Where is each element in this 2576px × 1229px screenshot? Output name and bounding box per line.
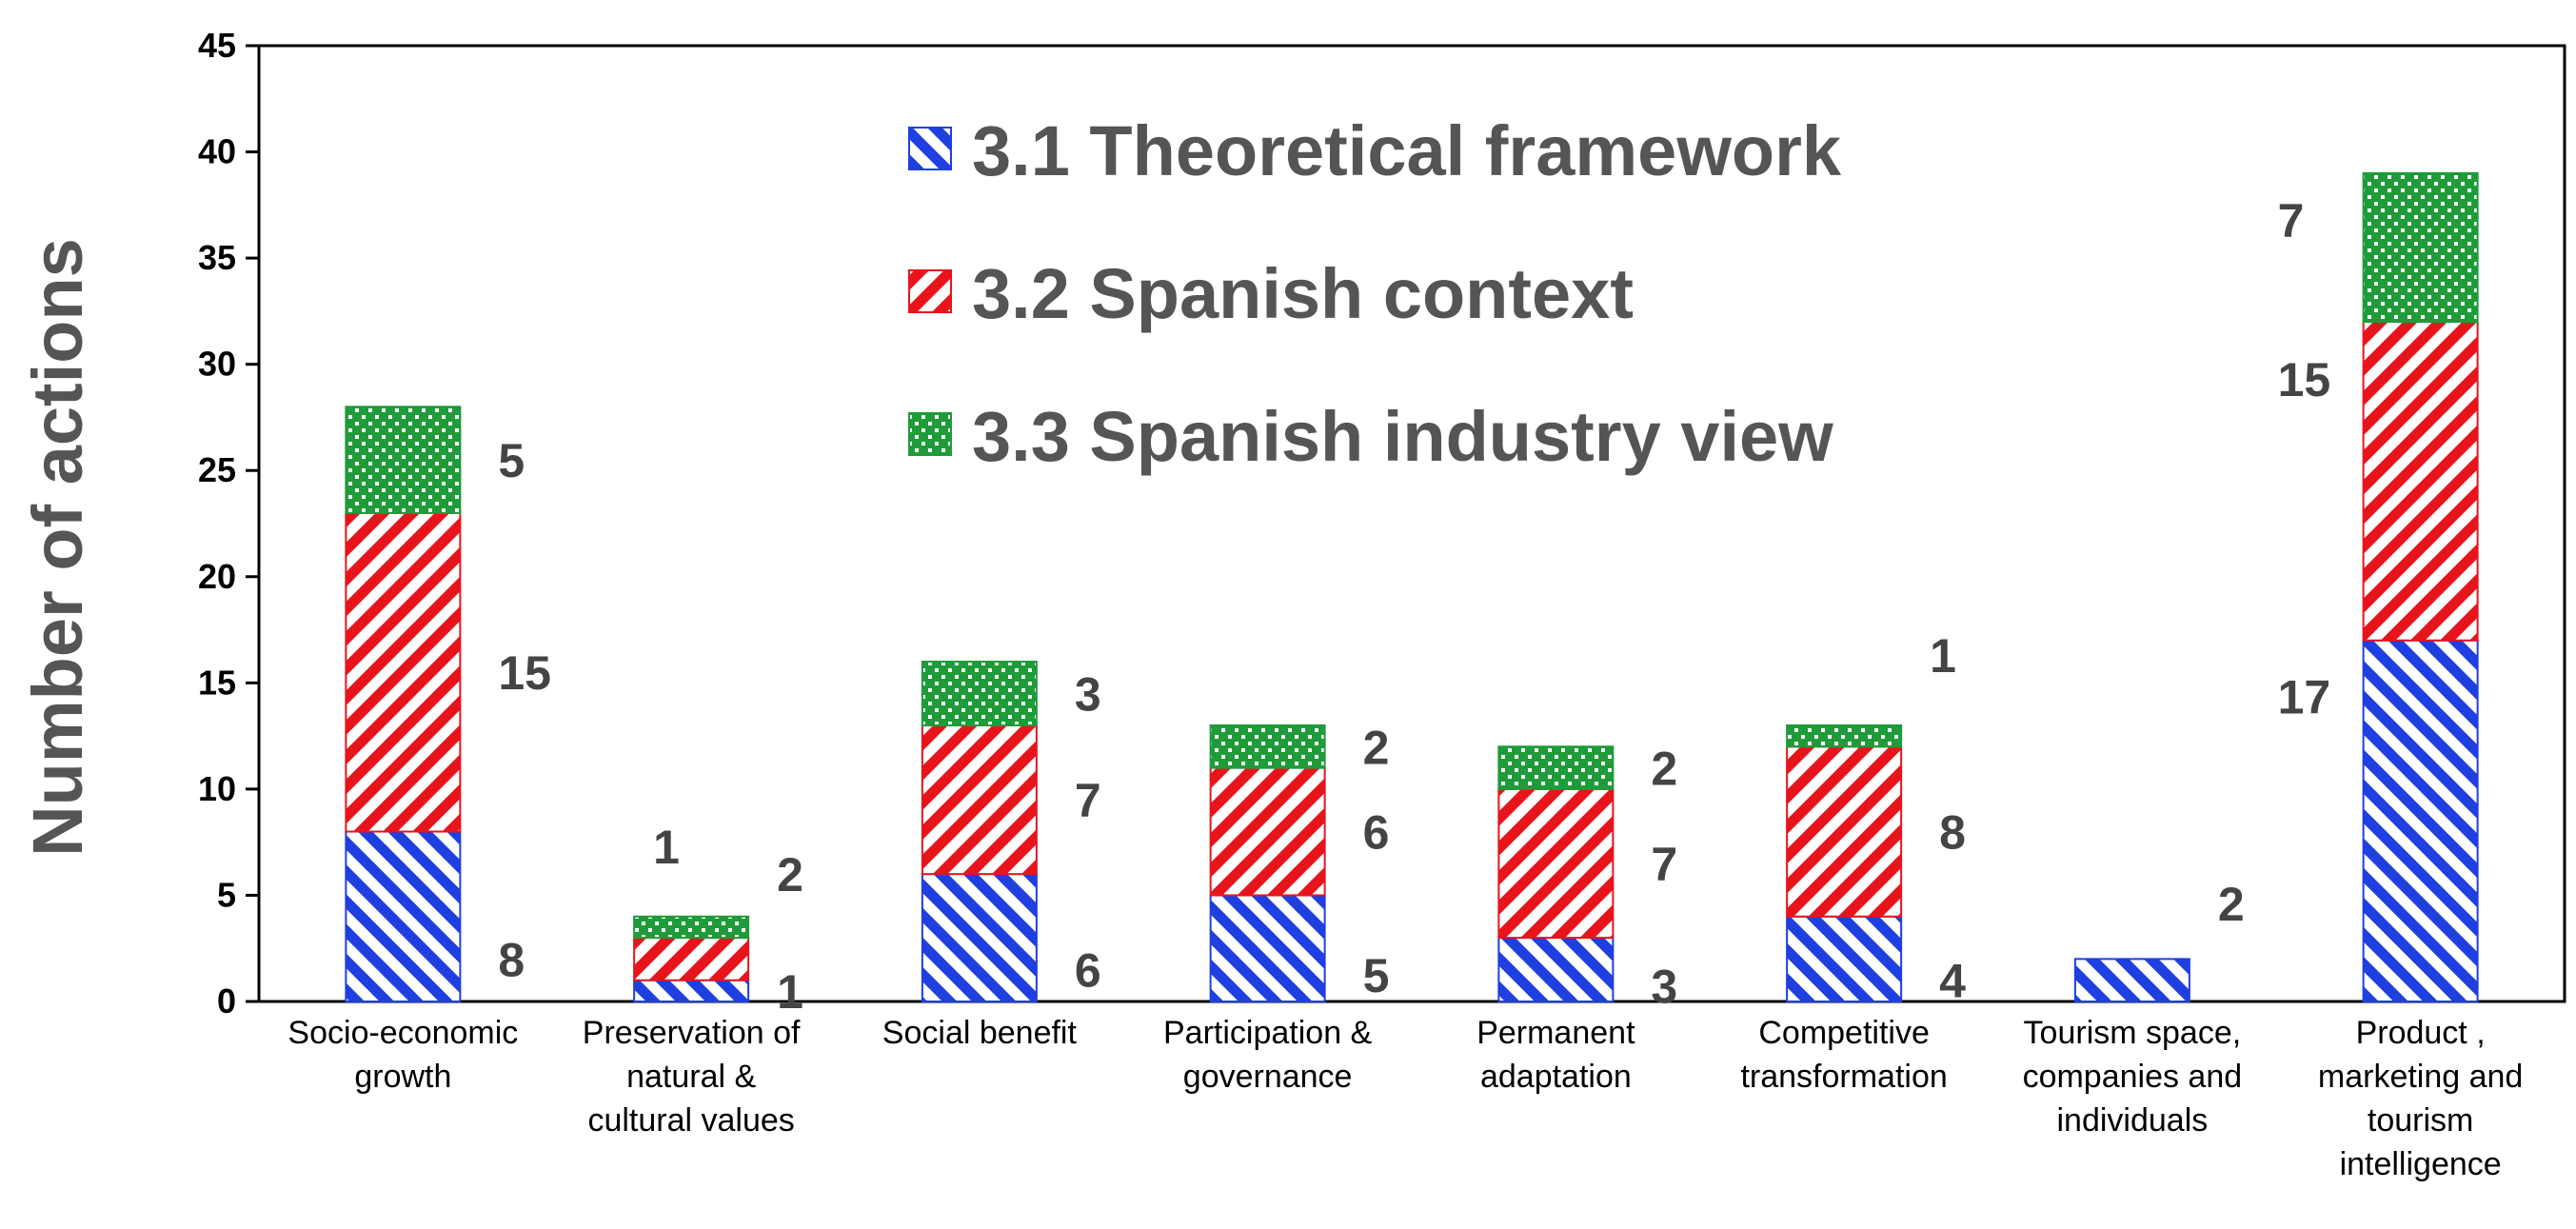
y-tick-label: 30 <box>198 345 236 384</box>
y-tick-label: 25 <box>198 450 236 489</box>
bar-segment-1-3 <box>921 873 1038 1003</box>
legend: 3.1 Theoretical framework 3.2 Spanish con… <box>908 111 1842 476</box>
data-label-2-5: 7 <box>1651 838 1677 891</box>
data-label-3-2: 1 <box>653 821 680 874</box>
bars <box>345 171 2479 1003</box>
bar-segment-2-1 <box>345 511 462 833</box>
y-tick-label: 40 <box>198 132 236 171</box>
bar-segment-3-6 <box>1786 724 1903 748</box>
bar-segment-2-2 <box>633 937 750 981</box>
data-label-1-2: 1 <box>777 965 803 1019</box>
category-label-1: Socio-economic growth <box>287 1015 518 1095</box>
bar-segment-1-8 <box>2362 639 2479 1002</box>
data-label-3-5: 2 <box>1651 743 1677 796</box>
category-label-3: Social benefit <box>882 1015 1078 1051</box>
data-label-2-4: 6 <box>1363 806 1390 860</box>
legend-swatch-1 <box>908 127 952 170</box>
bar-segment-2-6 <box>1786 745 1903 918</box>
data-label-2-1: 15 <box>498 646 551 700</box>
bar-segment-1-1 <box>345 830 462 1002</box>
category-label-7: Tourism space, companies and individuals <box>2023 1015 2243 1139</box>
category-label-2: Preservation of natural & cultural values <box>583 1015 801 1139</box>
bar-segment-1-5 <box>1497 937 1615 1002</box>
bar-segment-2-4 <box>1209 766 1326 897</box>
bar-segment-3-2 <box>633 915 750 940</box>
bar-segment-1-7 <box>2073 958 2190 1003</box>
y-tick-label: 35 <box>198 238 236 277</box>
y-axis-label: Number of actions <box>18 238 97 857</box>
data-label-1-4: 5 <box>1363 949 1390 1002</box>
bar-segment-2-5 <box>1497 787 1615 940</box>
data-label-3-4: 2 <box>1363 721 1390 774</box>
data-label-3-8: 7 <box>2278 194 2305 248</box>
data-label-2-3: 7 <box>1075 774 1101 827</box>
data-label-2-8: 15 <box>2278 353 2331 406</box>
plot-frame <box>257 44 2566 1003</box>
category-label-8: Product , marketing and tourism intelligenc… <box>2318 1015 2523 1182</box>
legend-label-3: 3.3 Spanish industry view <box>972 397 1833 476</box>
category-label-5: Permanent adaptation <box>1476 1015 1635 1095</box>
category-label-4: Participation & governance <box>1163 1015 1373 1095</box>
data-label-3-6: 1 <box>1930 629 1956 683</box>
category-label-6: Competitive transformation <box>1740 1015 1947 1095</box>
y-tick-label: 0 <box>217 981 236 1021</box>
legend-swatch-3 <box>908 412 952 456</box>
bar-segment-3-1 <box>345 406 462 514</box>
y-tick-label: 45 <box>198 26 236 65</box>
data-label-1-8: 17 <box>2278 671 2331 724</box>
bar-segment-1-2 <box>633 979 750 1002</box>
y-tick-label: 15 <box>198 663 236 702</box>
legend-label-1: 3.1 Theoretical framework <box>972 111 1842 190</box>
legend-label-2: 3.2 Spanish context <box>972 254 1634 333</box>
y-tick-label: 10 <box>198 769 236 808</box>
bar-segment-3-8 <box>2362 171 2479 324</box>
data-label-1-1: 8 <box>498 933 525 986</box>
data-label-2-6: 8 <box>1939 806 1966 860</box>
legend-swatch-2 <box>908 269 952 313</box>
y-tick-label: 5 <box>217 875 236 914</box>
bar-segment-3-5 <box>1497 745 1615 790</box>
bar-segment-1-6 <box>1786 915 1903 1002</box>
bar-segment-2-3 <box>921 724 1038 876</box>
y-tick-label: 20 <box>198 557 236 596</box>
bar-segment-2-8 <box>2362 321 2479 642</box>
data-label-1-3: 6 <box>1075 944 1101 998</box>
bar-segment-3-4 <box>1209 724 1326 769</box>
data-label-3-3: 3 <box>1075 667 1101 721</box>
data-label-1-7: 2 <box>2218 878 2245 931</box>
bar-segment-3-3 <box>921 661 1038 726</box>
data-label-2-2: 2 <box>777 848 803 902</box>
data-label-1-6: 4 <box>1939 955 1966 1008</box>
data-label-1-5: 3 <box>1651 960 1677 1013</box>
category-labels: Socio-economic growth Preservation of natur… <box>287 1015 2523 1182</box>
bar-segment-1-4 <box>1209 894 1326 1003</box>
data-label-3-1: 5 <box>498 434 525 487</box>
